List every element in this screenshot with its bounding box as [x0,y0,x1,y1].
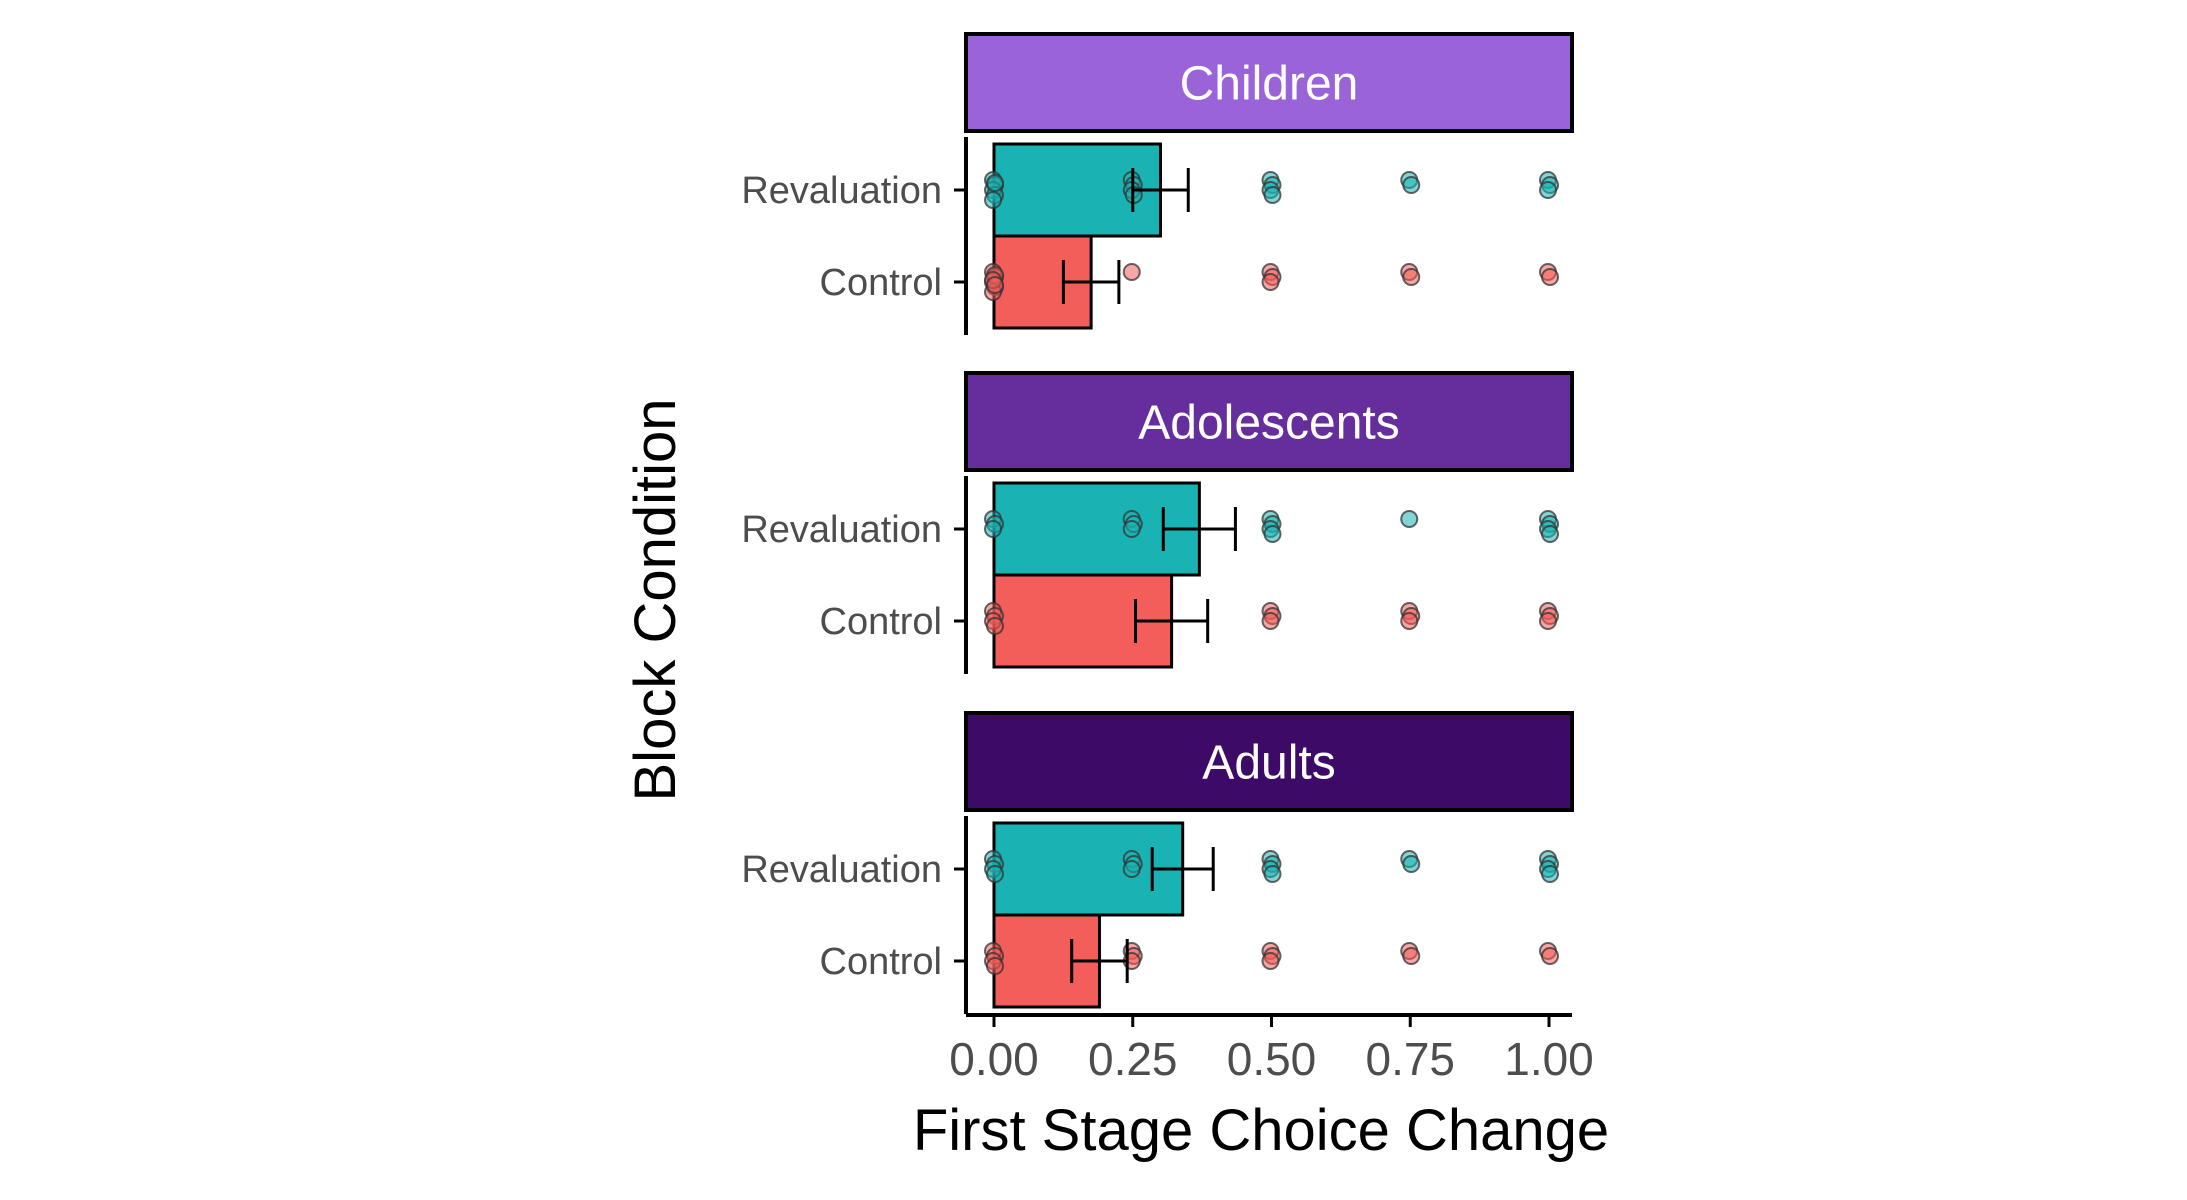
x-tick-label: 0.00 [949,1033,1039,1085]
strip-adolescents [964,371,1574,472]
data-point [1261,612,1280,630]
data-point [1263,525,1282,543]
y-tick-label: Control [820,601,943,643]
data-point [1261,952,1280,970]
y-tick-label: Control [820,941,943,983]
data-point [1400,612,1419,630]
data-point [1122,860,1141,878]
data-point [1263,186,1282,204]
x-axis: 0.00 0.25 0.50 0.75 1.00 [949,1013,1594,1085]
data-point [986,865,1004,883]
data-point [986,174,1004,192]
data-point [1541,865,1559,883]
data-point [1402,947,1421,965]
y-tick-label: Revaluation [741,509,942,551]
data-point [1122,520,1141,538]
x-tick-label: 0.75 [1365,1033,1455,1085]
panels: Children Revaluation Control Adolescents Rev… [741,32,1574,1014]
strip-children [964,32,1574,133]
data-point [1122,263,1141,281]
strip-adults [964,711,1574,812]
data-point [986,617,1004,635]
y-tick-label: Revaluation [741,170,942,212]
data-point [1263,865,1282,883]
x-tick-label: 1.00 [1504,1033,1594,1085]
strip-label: Children [1180,58,1359,111]
y-axis-title: Block Condition [623,399,688,802]
data-point [1402,268,1421,286]
panel-children: Children Revaluation Control [741,32,1574,335]
data-point [984,520,1002,538]
y-tick-label: Control [820,262,943,304]
data-point [1402,176,1421,194]
data-point [1541,947,1559,965]
panel-adolescents: Adolescents Revaluation Control [741,371,1574,674]
data-point [1402,855,1421,873]
panel-adults: Adults Revaluation Control [741,711,1574,1014]
x-tick-label: 0.50 [1227,1033,1317,1085]
data-point [1541,525,1559,543]
strip-label: Adults [1202,737,1335,790]
x-tick-label: 0.25 [1088,1033,1178,1085]
data-point [1539,181,1557,199]
data-point [1400,510,1419,528]
data-point [1541,268,1559,286]
data-point [1261,273,1280,291]
y-tick-label: Revaluation [741,849,942,891]
data-point [986,276,1004,294]
data-point [986,957,1004,975]
strip-label: Adolescents [1138,397,1400,450]
x-axis-title: First Stage Choice Change [913,1098,1609,1163]
data-point [984,191,1002,209]
data-point [1539,612,1557,630]
